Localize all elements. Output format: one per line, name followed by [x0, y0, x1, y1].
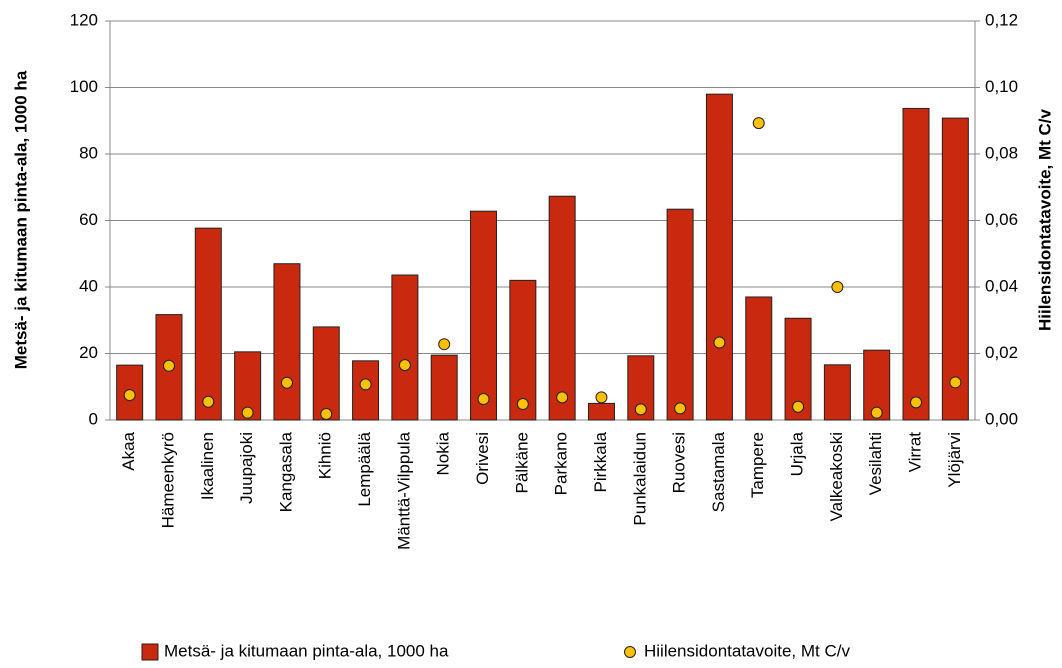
y-tick-label: 0: [89, 409, 98, 428]
legend-swatch: [141, 643, 159, 661]
dot: [595, 391, 608, 404]
dot: [910, 396, 923, 409]
x-tick-label: Pälkäne: [512, 432, 531, 493]
x-tick-label: Vesilahti: [866, 432, 885, 495]
y-tick-label: 20: [79, 343, 98, 362]
dot: [477, 393, 490, 406]
dot: [202, 395, 215, 408]
y2-tick-label: 0,06: [985, 210, 1018, 229]
x-tick-label: Kangasala: [276, 431, 295, 512]
bar: [391, 274, 419, 421]
dot: [792, 400, 805, 413]
dot: [320, 408, 333, 421]
bar: [941, 117, 969, 421]
legend-label: Hiilensidontatavoite, Mt C/v: [644, 641, 850, 660]
dot: [162, 359, 175, 372]
x-tick-label: Mänttä-Vilppula: [394, 431, 413, 549]
y-axis-label: Metsä- ja kitumaan pinta-ala, 1000 ha: [11, 70, 30, 369]
y-tick-label: 40: [79, 276, 98, 295]
x-tick-label: Juupajoki: [237, 432, 256, 504]
y-tick-label: 100: [70, 77, 98, 96]
bar: [470, 210, 498, 421]
bar: [745, 296, 773, 421]
dot: [516, 398, 529, 411]
dot: [831, 281, 844, 293]
legend-swatch: [624, 646, 636, 658]
dot: [870, 406, 883, 419]
bar: [666, 208, 694, 421]
legend-label: Metsä- ja kitumaan pinta-ala, 1000 ha: [164, 641, 449, 660]
x-tick-label: Virrat: [906, 432, 925, 473]
y2-tick-label: 0,10: [985, 77, 1018, 96]
bar: [430, 354, 458, 421]
x-tick-label: Ylöjärvi: [945, 432, 964, 488]
dot: [634, 403, 647, 416]
y2-tick-label: 0,02: [985, 343, 1018, 362]
x-tick-label: Tampere: [748, 432, 767, 498]
bar: [194, 227, 222, 421]
y2-tick-label: 0,00: [985, 409, 1018, 428]
x-tick-label: Hämeenkyrö: [158, 432, 177, 528]
dot: [398, 359, 411, 372]
bar: [587, 402, 615, 421]
y2-axis-label: Hiilensidontatavoite, Mt C/v: [1035, 108, 1054, 331]
y2-tick-label: 0,04: [985, 276, 1018, 295]
dot: [752, 117, 765, 130]
y2-tick-label: 0,08: [985, 143, 1018, 162]
y-tick-label: 120: [70, 10, 98, 29]
x-tick-label: Sastamala: [709, 431, 728, 512]
x-tick-label: Kihniö: [316, 432, 335, 479]
dot: [280, 376, 293, 389]
x-tick-label: Pirkkala: [591, 431, 610, 492]
dot: [713, 336, 726, 349]
dot: [359, 378, 372, 391]
x-tick-label: Parkano: [552, 432, 571, 495]
y2-tick-label: 0,12: [985, 10, 1018, 29]
bar: [823, 364, 851, 421]
bar: [548, 195, 576, 421]
x-tick-label: Urjala: [788, 431, 807, 476]
bar: [509, 279, 537, 421]
bar: [273, 263, 301, 421]
dot: [438, 338, 451, 351]
dot: [674, 402, 687, 415]
y-tick-label: 60: [79, 210, 98, 229]
x-tick-label: Valkeakoski: [827, 432, 846, 521]
x-tick-label: Ikaalinen: [198, 432, 217, 500]
bar: [352, 360, 380, 421]
x-tick-label: Punkalaidun: [630, 432, 649, 526]
x-tick-label: Ruovesi: [670, 432, 689, 493]
x-tick-label: Orivesi: [473, 432, 492, 485]
bar: [705, 93, 733, 421]
dot: [123, 389, 136, 402]
dot: [949, 376, 962, 389]
x-tick-label: Akaa: [119, 431, 138, 470]
bar: [312, 326, 340, 421]
x-tick-label: Lempäälä: [355, 431, 374, 506]
dot: [241, 406, 254, 419]
bar: [902, 107, 930, 421]
dot: [556, 391, 569, 404]
y-tick-label: 80: [79, 143, 98, 162]
x-tick-label: Nokia: [434, 431, 453, 475]
